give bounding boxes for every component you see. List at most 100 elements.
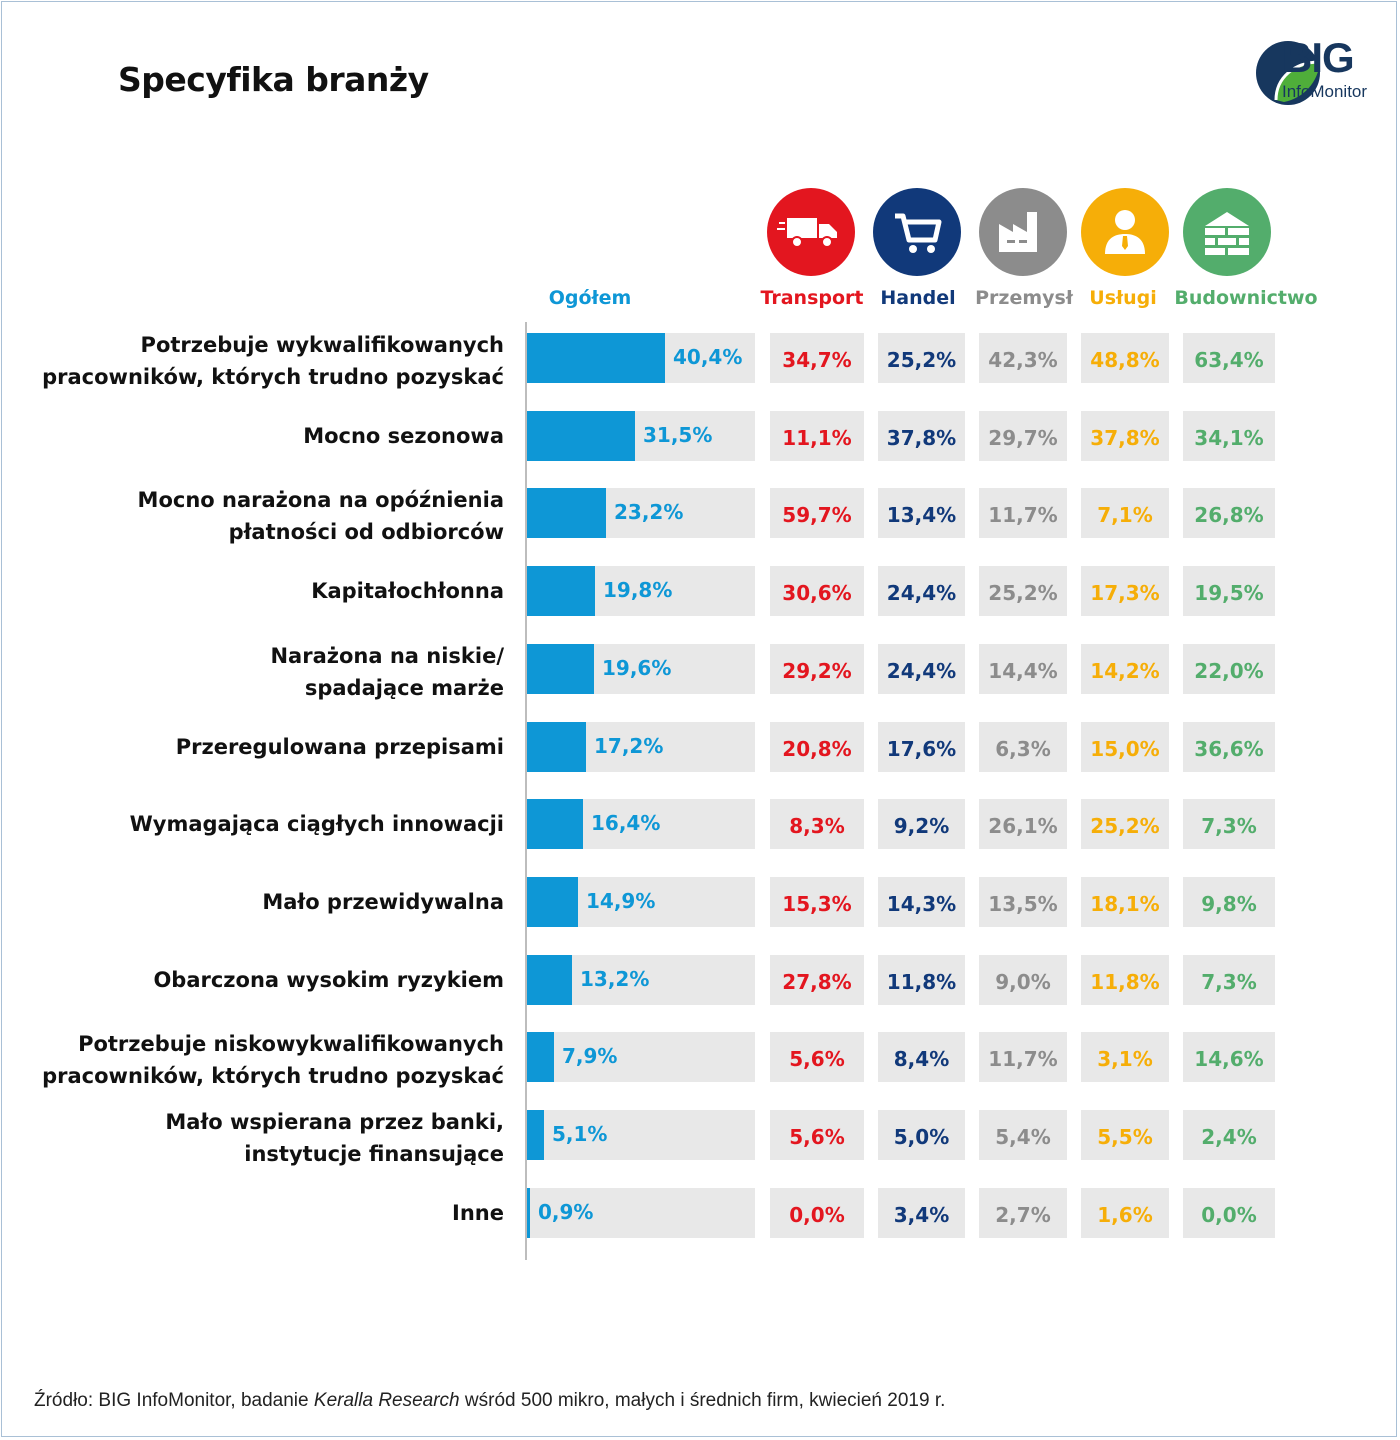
bar-value-label: 0,9% xyxy=(538,1200,594,1224)
businessman-icon xyxy=(1081,188,1169,276)
row-label: Mało przewidywalna xyxy=(262,890,504,914)
bar-value-label: 5,1% xyxy=(552,1122,608,1146)
source-prefix: Źródło: BIG InfoMonitor, badanie xyxy=(34,1390,314,1411)
cell-handel: 13,4% xyxy=(878,488,965,538)
cell-uslugi: 14,2% xyxy=(1081,644,1169,694)
col-head-handel: Handel xyxy=(880,287,956,309)
row-label: Potrzebuje niskowykwalifikowanych pracow… xyxy=(42,1032,504,1088)
row-label: Obarczona wysokim ryzykiem xyxy=(153,968,504,992)
cell-handel: 11,8% xyxy=(878,955,965,1005)
cell-przemysl: 2,7% xyxy=(979,1188,1067,1238)
col-head-transport: Transport xyxy=(760,287,864,309)
cell-handel: 3,4% xyxy=(878,1188,965,1238)
row-label: Mało wspierana przez banki, instytucje f… xyxy=(165,1110,504,1166)
truck-icon xyxy=(767,188,855,276)
cell-przemysl: 42,3% xyxy=(979,333,1067,383)
cell-przemysl: 11,7% xyxy=(979,1032,1067,1082)
bar-value-label: 19,6% xyxy=(602,656,672,680)
bar-value-label: 23,2% xyxy=(614,500,684,524)
cell-przemysl: 29,7% xyxy=(979,411,1067,461)
cell-uslugi: 5,5% xyxy=(1081,1110,1169,1160)
y-axis-line xyxy=(525,322,527,1260)
cell-uslugi: 3,1% xyxy=(1081,1032,1169,1082)
row-label: Wymagająca ciągłych innowacji xyxy=(129,812,504,836)
cell-transport: 34,7% xyxy=(770,333,864,383)
cell-transport: 0,0% xyxy=(770,1188,864,1238)
cell-przemysl: 9,0% xyxy=(979,955,1067,1005)
cell-przemysl: 14,4% xyxy=(979,644,1067,694)
cell-budownictwo: 0,0% xyxy=(1183,1188,1275,1238)
cell-budownictwo: 22,0% xyxy=(1183,644,1275,694)
cell-handel: 24,4% xyxy=(878,644,965,694)
cell-transport: 5,6% xyxy=(770,1110,864,1160)
brick-wall-icon xyxy=(1183,188,1271,276)
col-head-przemysl: Przemysł xyxy=(975,287,1073,309)
bar-value-label: 13,2% xyxy=(580,967,650,991)
bar-ogolem xyxy=(527,1032,554,1082)
bar-value-label: 19,8% xyxy=(603,578,673,602)
source-italic: Keralla Research xyxy=(313,1390,460,1411)
cell-transport: 27,8% xyxy=(770,955,864,1005)
bar-ogolem xyxy=(527,799,583,849)
logo-big-text: BIG xyxy=(1282,34,1355,81)
row-label: Inne xyxy=(452,1201,504,1225)
cell-przemysl: 11,7% xyxy=(979,488,1067,538)
bar-value-label: 17,2% xyxy=(594,734,664,758)
cell-budownictwo: 2,4% xyxy=(1183,1110,1275,1160)
cell-uslugi: 25,2% xyxy=(1081,799,1169,849)
bar-value-label: 40,4% xyxy=(673,345,743,369)
cell-przemysl: 25,2% xyxy=(979,566,1067,616)
cell-przemysl: 26,1% xyxy=(979,799,1067,849)
bar-ogolem xyxy=(527,877,578,927)
cell-transport: 15,3% xyxy=(770,877,864,927)
cell-uslugi: 18,1% xyxy=(1081,877,1169,927)
cell-budownictwo: 14,6% xyxy=(1183,1032,1275,1082)
shopping-cart-icon xyxy=(873,188,961,276)
row-label: Mocno narażona na opóźnienia płatności o… xyxy=(137,488,504,544)
row-label: Narażona na niskie/ spadające marże xyxy=(270,644,504,700)
cell-transport: 20,8% xyxy=(770,722,864,772)
cell-handel: 37,8% xyxy=(878,411,965,461)
cell-przemysl: 13,5% xyxy=(979,877,1067,927)
cell-przemysl: 5,4% xyxy=(979,1110,1067,1160)
cell-handel: 8,4% xyxy=(878,1032,965,1082)
bar-ogolem xyxy=(527,566,595,616)
row-label: Mocno sezonowa xyxy=(303,424,504,448)
bar-ogolem xyxy=(527,1110,544,1160)
col-head-budownictwo: Budownictwo xyxy=(1174,287,1318,309)
cell-budownictwo: 7,3% xyxy=(1183,955,1275,1005)
logo-sub-text: InfoMonitor xyxy=(1282,82,1368,101)
bar-background xyxy=(527,1110,755,1160)
cell-uslugi: 48,8% xyxy=(1081,333,1169,383)
bar-ogolem xyxy=(527,488,606,538)
page-title: Specyfika branży xyxy=(118,60,429,99)
bar-ogolem xyxy=(527,955,572,1005)
cell-handel: 17,6% xyxy=(878,722,965,772)
cell-uslugi: 1,6% xyxy=(1081,1188,1169,1238)
bar-ogolem xyxy=(527,333,665,383)
cell-uslugi: 17,3% xyxy=(1081,566,1169,616)
col-head-ogolem: Ogółem xyxy=(548,287,632,309)
cell-transport: 5,6% xyxy=(770,1032,864,1082)
cell-budownictwo: 26,8% xyxy=(1183,488,1275,538)
cell-uslugi: 11,8% xyxy=(1081,955,1169,1005)
cell-budownictwo: 9,8% xyxy=(1183,877,1275,927)
cell-uslugi: 7,1% xyxy=(1081,488,1169,538)
cell-transport: 30,6% xyxy=(770,566,864,616)
cell-budownictwo: 36,6% xyxy=(1183,722,1275,772)
bar-background xyxy=(527,1188,755,1238)
bar-ogolem xyxy=(527,722,586,772)
bar-ogolem xyxy=(527,644,594,694)
cell-uslugi: 37,8% xyxy=(1081,411,1169,461)
cell-handel: 5,0% xyxy=(878,1110,965,1160)
bar-ogolem xyxy=(527,411,635,461)
cell-budownictwo: 19,5% xyxy=(1183,566,1275,616)
cell-handel: 24,4% xyxy=(878,566,965,616)
cell-przemysl: 6,3% xyxy=(979,722,1067,772)
row-label: Potrzebuje wykwalifikowanych pracowników… xyxy=(42,333,504,389)
cell-uslugi: 15,0% xyxy=(1081,722,1169,772)
factory-icon xyxy=(979,188,1067,276)
bar-value-label: 16,4% xyxy=(591,811,661,835)
cell-budownictwo: 7,3% xyxy=(1183,799,1275,849)
source-suffix: wśród 500 mikro, małych i średnich firm,… xyxy=(459,1390,946,1411)
